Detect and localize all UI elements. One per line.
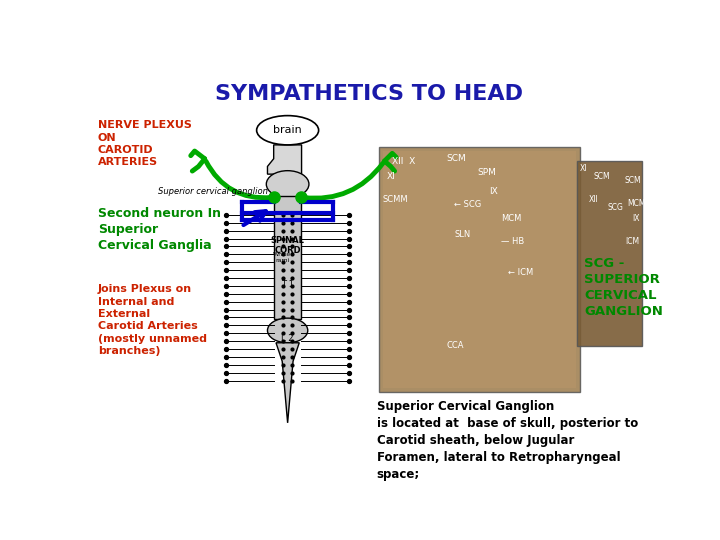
Text: NERVE PLEXUS
ON
CAROTID
ARTERIES: NERVE PLEXUS ON CAROTID ARTERIES [98,120,192,167]
Text: SCM: SCM [594,172,611,181]
Text: SCG -
SUPERIOR
CERVICAL
GANGLION: SCG - SUPERIOR CERVICAL GANGLION [585,257,663,318]
Text: SPM: SPM [477,168,496,177]
Text: SCM: SCM [446,154,467,163]
Polygon shape [267,145,302,174]
Text: L 2: L 2 [282,334,294,343]
Text: IX: IX [632,214,640,224]
Text: XII: XII [588,195,598,204]
Text: ← ICM: ← ICM [508,268,534,277]
Text: MCM: MCM [500,214,521,224]
Text: brain: brain [274,125,302,135]
Text: SYMPATHETICS TO HEAD: SYMPATHETICS TO HEAD [215,84,523,104]
Text: Second neuron In
Superior
Cervical Ganglia: Second neuron In Superior Cervical Gangl… [98,207,221,252]
Text: ICM: ICM [625,238,639,246]
Text: SCMM: SCMM [383,195,408,204]
Text: T 1: T 1 [282,280,294,289]
Text: White
rami: White rami [273,252,292,262]
Ellipse shape [256,116,319,145]
Text: Superior cervical ganglion: Superior cervical ganglion [158,187,269,197]
Bar [274,195,301,319]
Text: XI: XI [387,172,395,181]
Bar [383,151,576,388]
Ellipse shape [267,318,307,343]
Text: MCM: MCM [627,199,646,208]
Text: IX: IX [489,187,498,197]
Text: CCA: CCA [446,341,464,350]
Text: SCM: SCM [625,176,642,185]
Text: SCG: SCG [608,202,624,212]
Text: ← SCG: ← SCG [454,200,482,210]
Polygon shape [276,343,300,423]
Text: XI: XI [580,164,588,173]
Text: SLN: SLN [454,230,470,239]
Text: XII  X: XII X [392,157,415,166]
Text: — HB: — HB [500,238,524,246]
Text: SPINAL
CORD: SPINAL CORD [271,236,305,255]
Ellipse shape [266,171,309,198]
Text: Superior Cervical Ganglion
is located at  base of skull, posterior to
Carotid sh: Superior Cervical Ganglion is located at… [377,400,638,481]
Text: Joins Plexus on
Internal and
External
Carotid Arteries
(mostly unnamed
branches): Joins Plexus on Internal and External Ca… [98,284,207,356]
Bar [577,161,642,346]
Bar [379,147,580,392]
